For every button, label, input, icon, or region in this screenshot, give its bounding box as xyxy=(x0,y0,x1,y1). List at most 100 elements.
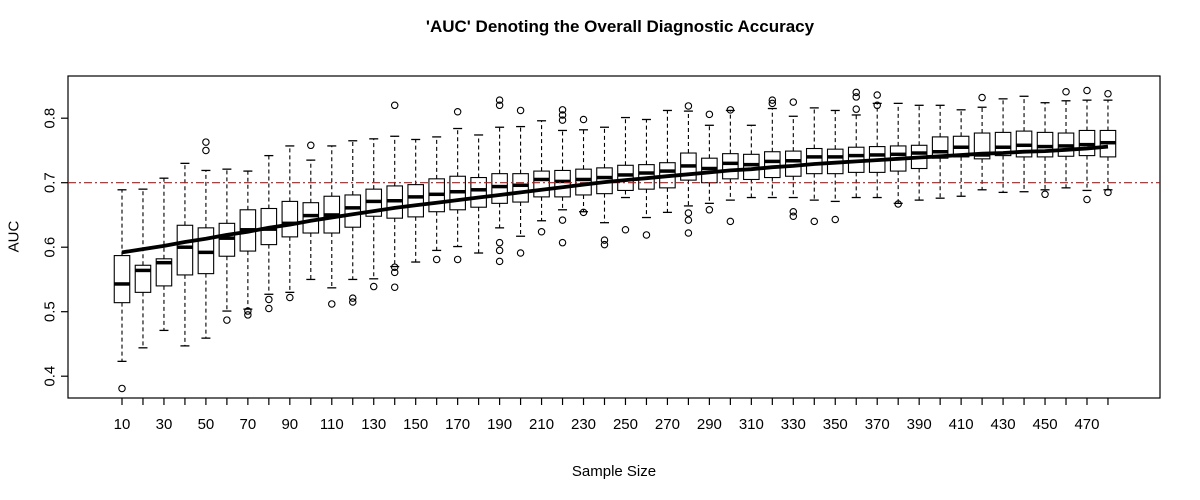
x-tick-label: 370 xyxy=(865,416,890,433)
boxplot-n10 xyxy=(113,189,131,393)
x-tick-label: 410 xyxy=(949,416,974,433)
outlier-point xyxy=(684,209,693,217)
outlier-point xyxy=(328,300,336,308)
outlier-point xyxy=(789,98,798,106)
outlier-point xyxy=(873,91,881,99)
boxplot-n240 xyxy=(596,126,613,249)
boxplot-n100 xyxy=(302,141,320,281)
boxplot-n410 xyxy=(952,109,970,197)
outlier-point xyxy=(537,227,546,236)
iqr-box xyxy=(533,170,550,198)
boxplot-n300 xyxy=(722,106,739,226)
outlier-point xyxy=(768,99,777,108)
outlier-point xyxy=(684,229,693,237)
outlier-point xyxy=(244,311,252,319)
x-tick-label: 170 xyxy=(445,416,470,433)
iqr-box xyxy=(407,184,424,218)
boxplot-n110 xyxy=(323,145,341,308)
outlier-point xyxy=(390,101,399,110)
boxplot-n150 xyxy=(407,138,424,263)
boxplot-n60 xyxy=(218,168,236,324)
outlier-point xyxy=(600,236,609,244)
outlier-point xyxy=(894,200,902,208)
boxplot-n290 xyxy=(701,110,718,214)
outlier-point xyxy=(810,217,819,226)
outlier-point xyxy=(453,255,462,264)
outlier-point xyxy=(244,307,252,315)
boxplot-n480 xyxy=(1099,89,1117,197)
y-tick-label: 0.5 xyxy=(42,301,59,322)
boxplot-n380 xyxy=(889,102,907,208)
boxplot-n440 xyxy=(1015,95,1033,193)
outlier-point xyxy=(307,141,315,150)
boxplot-n30 xyxy=(155,177,173,332)
chart-title: 'AUC' Denoting the Overall Diagnostic Ac… xyxy=(425,17,815,36)
outlier-point xyxy=(558,111,567,119)
outlier-point xyxy=(265,304,273,313)
boxplot-n350 xyxy=(826,109,844,224)
outlier-point xyxy=(453,108,462,116)
outlier-point xyxy=(369,282,378,291)
x-tick-label: 470 xyxy=(1074,416,1099,433)
boxplot-n190 xyxy=(491,96,508,266)
outlier-point xyxy=(495,246,504,255)
x-tick-label: 250 xyxy=(613,416,638,433)
outlier-point xyxy=(684,102,693,110)
boxplot-n70 xyxy=(239,170,257,319)
outlier-point xyxy=(349,298,357,306)
x-tick-label: 30 xyxy=(156,416,173,433)
outlier-point xyxy=(768,96,777,104)
x-tick-label: 330 xyxy=(781,416,806,433)
outlier-point xyxy=(265,295,273,304)
outlier-point xyxy=(1083,86,1091,95)
iqr-box xyxy=(805,147,823,175)
outlier-point xyxy=(873,101,881,110)
boxplot-n170 xyxy=(449,108,466,264)
y-axis: 0.4 0.5 0.6 0.7 0.8 xyxy=(42,108,68,387)
outlier-point xyxy=(726,106,735,114)
boxplot-n460 xyxy=(1057,88,1075,189)
outlier-point xyxy=(621,226,630,234)
x-tick-label: 90 xyxy=(281,416,298,433)
outlier-point xyxy=(600,240,609,249)
boxplot-n420 xyxy=(973,93,991,191)
outlier-point xyxy=(558,216,567,224)
boxplot-n280 xyxy=(680,102,697,237)
outlier-point xyxy=(558,116,567,124)
y-tick-label: 0.6 xyxy=(42,237,59,258)
boxplot-n320 xyxy=(764,96,781,199)
boxplot-n200 xyxy=(512,106,529,257)
x-axis: 10 30 50 70 90 110 130 150 170 190 210 230 250 270 290… xyxy=(114,398,1109,433)
outlier-point xyxy=(495,96,504,104)
iqr-box xyxy=(176,224,194,276)
outlier-point xyxy=(202,146,210,155)
outlier-point xyxy=(516,249,525,257)
outlier-point xyxy=(789,207,798,216)
iqr-box xyxy=(470,176,487,208)
outlier-point xyxy=(1104,89,1112,98)
boxplot-n20 xyxy=(134,188,152,349)
boxplot-n160 xyxy=(428,136,445,264)
outlier-point xyxy=(390,263,399,271)
boxplot-n340 xyxy=(805,107,823,226)
boxplot-n310 xyxy=(743,124,760,199)
iqr-box xyxy=(1036,131,1054,158)
x-tick-label: 350 xyxy=(823,416,848,433)
outlier-point xyxy=(705,110,714,119)
y-tick-label: 0.7 xyxy=(42,172,59,193)
outlier-point xyxy=(495,257,504,266)
boxplot-n360 xyxy=(847,88,865,199)
outlier-point xyxy=(1041,190,1049,199)
boxplot-n220 xyxy=(554,106,571,247)
outlier-point xyxy=(349,294,357,302)
boxplot-n430 xyxy=(994,98,1012,194)
boxplot-n180 xyxy=(470,134,487,254)
boxplot-n80 xyxy=(260,154,278,313)
x-tick-label: 190 xyxy=(487,416,512,433)
outlier-point xyxy=(852,105,860,113)
iqr-box xyxy=(155,258,173,287)
boxplot-n470 xyxy=(1078,86,1096,204)
iqr-box xyxy=(722,153,739,180)
outlier-point xyxy=(789,212,798,220)
outlier-point xyxy=(1062,88,1070,96)
